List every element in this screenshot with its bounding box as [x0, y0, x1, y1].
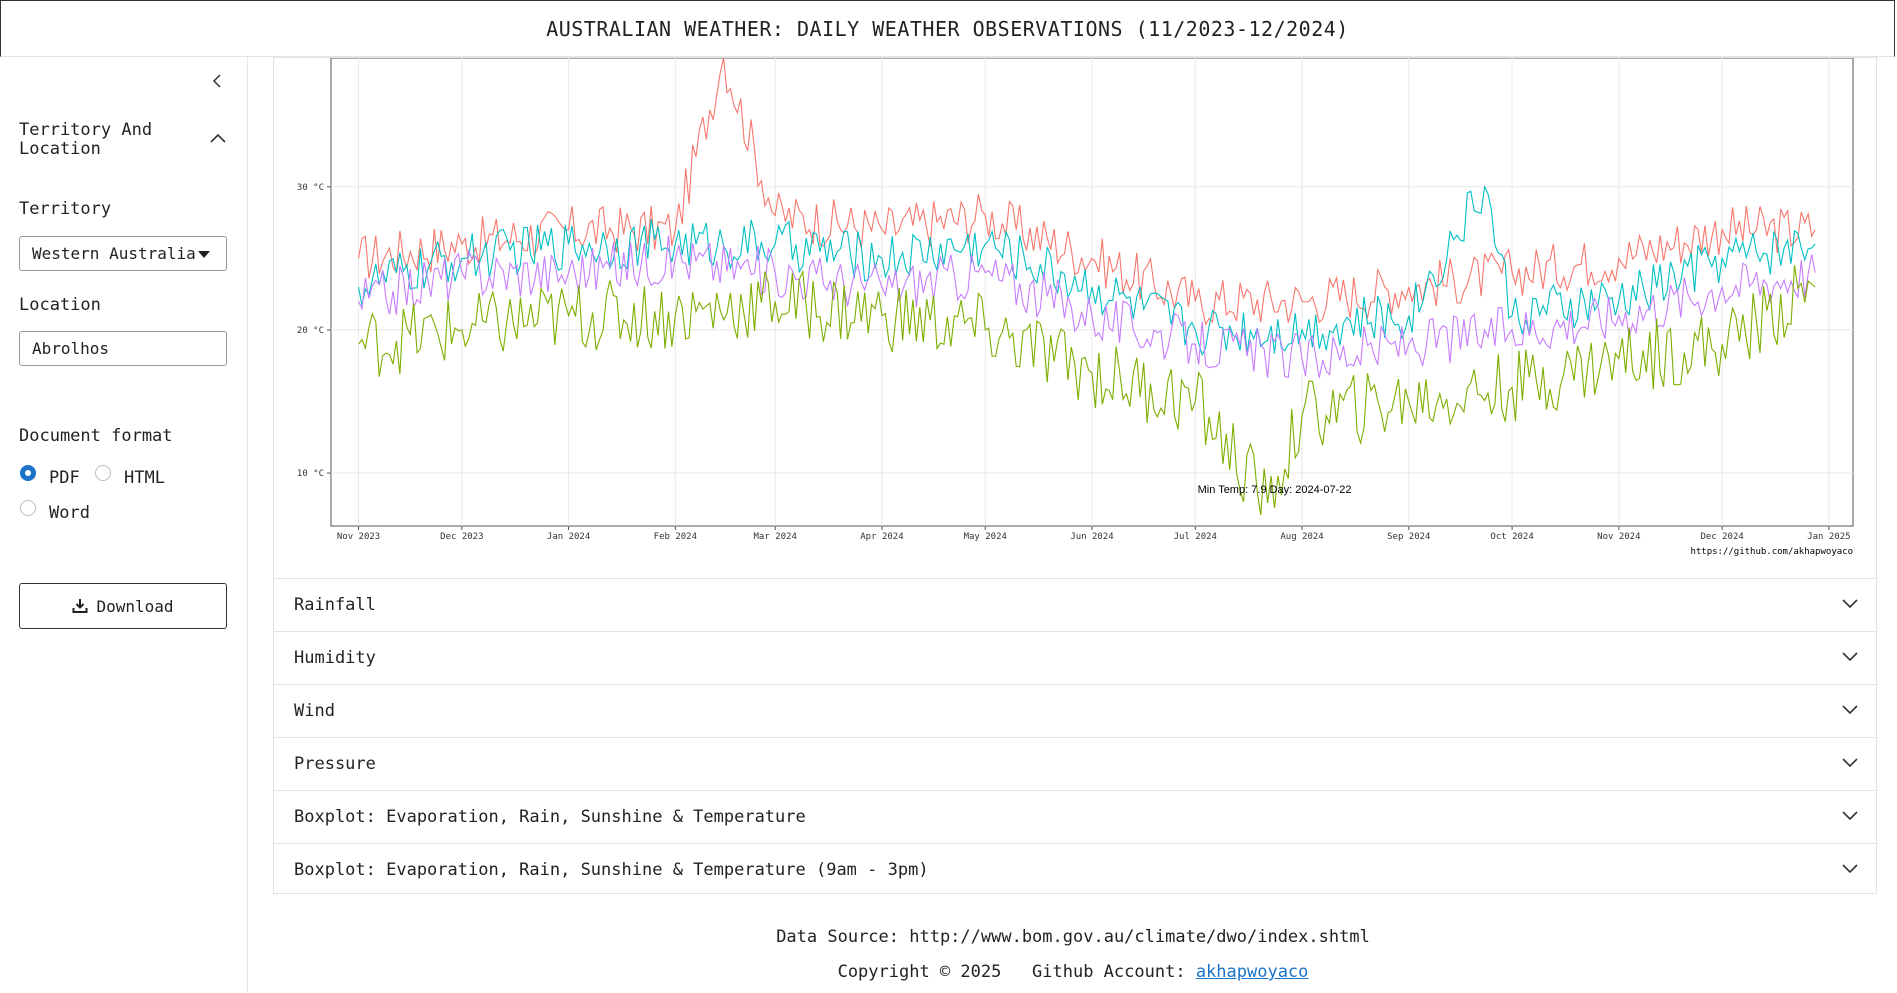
collapse-sidebar-button[interactable] [207, 71, 227, 91]
chevron-up-icon [210, 133, 226, 143]
github-link[interactable]: akhapwoyaco [1195, 962, 1309, 982]
sidebar: Territory And Location Territory Western… [0, 57, 248, 993]
accordion-5[interactable]: Boxplot: Evaporation, Rain, Sunshine & T… [274, 790, 1876, 843]
format-label: Document format [19, 426, 173, 446]
y-tick-label: 30 °C [297, 183, 324, 193]
y-tick-label: 10 °C [297, 469, 324, 479]
x-ticks: Nov 2023 Dec 2023 Jan 2024 Feb 2024 Mar 2024… [337, 526, 1851, 542]
caret-down-icon [198, 251, 210, 258]
accordion-4[interactable]: Pressure [274, 737, 1876, 790]
location-label: Location [19, 295, 101, 315]
content-card: 10 °C 20 °C 30 °C Nov 2023 Dec 2023 Jan 2024… [273, 57, 1877, 894]
series-line-1 [357, 57, 1816, 327]
copyright-line: Copyright © 2025 Github Account: akhapwo… [249, 962, 1897, 982]
series-line-3 [358, 235, 1816, 379]
main-panel: 10 °C 20 °C 30 °C Nov 2023 Dec 2023 Jan 2024… [249, 57, 1897, 993]
x-tick-label: Mar 2024 [754, 532, 797, 542]
chevron-down-icon [1840, 861, 1860, 877]
section-title[interactable]: Territory And Location [19, 120, 153, 159]
x-tick-label: Nov 2023 [337, 532, 380, 542]
accordion-label: Wind [294, 701, 335, 721]
radio-pdf-label: PDF [49, 468, 80, 488]
territory-label: Territory [19, 199, 112, 219]
x-tick-label: Jan 2025 [1807, 532, 1850, 542]
download-icon [72, 599, 88, 613]
accordion-3[interactable]: Wind [274, 684, 1876, 737]
temperature-chart: 10 °C 20 °C 30 °C Nov 2023 Dec 2023 Jan 2024… [274, 57, 1876, 578]
x-tick-label: Jun 2024 [1070, 532, 1113, 542]
chevron-down-icon [1840, 808, 1860, 824]
x-tick-label: Aug 2024 [1280, 532, 1323, 542]
x-tick-label: Dec 2024 [1700, 532, 1743, 542]
x-tick-label: Oct 2024 [1490, 532, 1533, 542]
x-tick-label: Nov 2024 [1597, 532, 1640, 542]
x-tick-label: Jan 2024 [547, 532, 590, 542]
section-toggle[interactable] [208, 130, 228, 146]
y-tick-label: 20 °C [297, 326, 324, 336]
radio-html[interactable] [95, 465, 111, 481]
location-value: Abrolhos [32, 339, 110, 358]
accordion-label: Pressure [294, 754, 376, 774]
accordion-2[interactable]: Humidity [274, 631, 1876, 684]
copyright-text: Copyright © 2025 Github Account: [837, 962, 1196, 982]
chart-svg: 10 °C 20 °C 30 °C Nov 2023 Dec 2023 Jan 2024… [297, 57, 1854, 557]
chevron-down-icon [1840, 702, 1860, 718]
chart-series [357, 57, 1816, 515]
x-tick-label: Dec 2023 [440, 532, 483, 542]
data-source: Data Source: http://www.bom.gov.au/clima… [776, 927, 1370, 947]
radio-pdf[interactable] [20, 465, 36, 481]
radio-word[interactable] [20, 500, 36, 516]
accordion-6[interactable]: Boxplot: Evaporation, Rain, Sunshine & T… [274, 843, 1876, 896]
x-tick-label: Feb 2024 [654, 532, 697, 542]
chart-grid [331, 58, 1853, 526]
x-tick-label: Sep 2024 [1387, 532, 1430, 542]
radio-html-label: HTML [124, 468, 165, 488]
location-input[interactable]: Abrolhos [19, 331, 227, 366]
page-title: AUSTRALIAN WEATHER: DAILY WEATHER OBSERV… [546, 16, 1349, 41]
radio-word-label: Word [49, 503, 90, 523]
accordion-label: Boxplot: Evaporation, Rain, Sunshine & T… [294, 860, 929, 880]
accordion-label: Rainfall [294, 595, 376, 615]
accordion-label: Boxplot: Evaporation, Rain, Sunshine & T… [294, 807, 806, 827]
accordion-1[interactable]: Rainfall [274, 578, 1876, 631]
chart-annotation: Min Temp: 7.9 Day: 2024-07-22 [1198, 484, 1352, 496]
series-line-4 [358, 265, 1816, 515]
chevron-left-icon [212, 74, 221, 88]
x-tick-label: Jul 2024 [1174, 532, 1217, 542]
y-ticks: 10 °C 20 °C 30 °C [297, 183, 331, 479]
territory-select[interactable]: Western Australia [19, 236, 227, 271]
chart-caption: https://github.com/akhapwoyaco [1690, 547, 1853, 557]
chevron-down-icon [1840, 596, 1860, 612]
chevron-down-icon [1840, 649, 1860, 665]
app-header: AUSTRALIAN WEATHER: DAILY WEATHER OBSERV… [0, 0, 1895, 57]
accordion-label: Humidity [294, 648, 376, 668]
series-line-2 [357, 184, 1816, 357]
download-label: Download [96, 596, 174, 616]
territory-value: Western Australia [32, 244, 196, 263]
x-tick-label: Apr 2024 [860, 532, 903, 542]
download-button[interactable]: Download [19, 583, 227, 629]
x-tick-label: May 2024 [964, 532, 1007, 542]
chevron-down-icon [1840, 755, 1860, 771]
